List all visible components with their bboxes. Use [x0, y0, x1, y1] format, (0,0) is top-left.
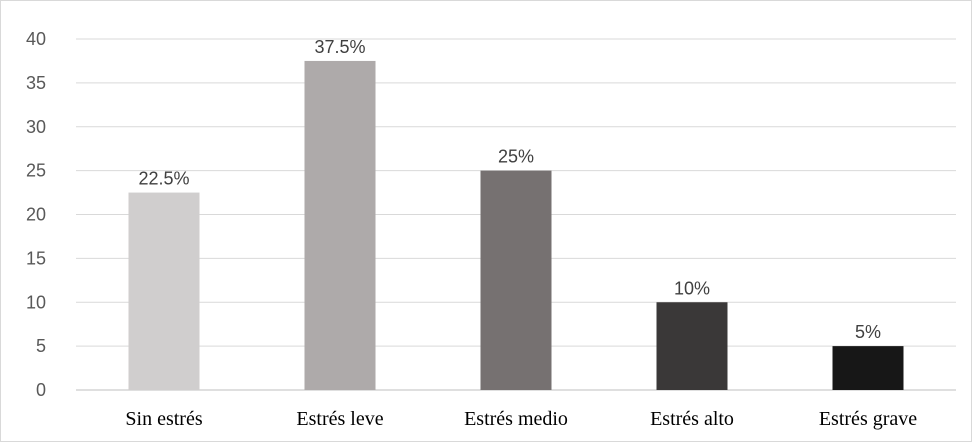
y-tick-label: 20 — [26, 205, 46, 225]
bar — [656, 302, 728, 390]
category-label: Estrés leve — [296, 408, 383, 430]
data-label: 5% — [855, 322, 881, 342]
y-tick-label: 40 — [26, 29, 46, 49]
category-label: Estrés grave — [819, 408, 917, 430]
bars — [128, 60, 904, 390]
y-tick-label: 25 — [26, 161, 46, 181]
y-tick-label: 35 — [26, 73, 46, 93]
y-tick-label: 30 — [26, 117, 46, 137]
y-tick-label: 10 — [26, 292, 46, 312]
bar — [304, 60, 376, 390]
data-label: 37.5% — [314, 37, 365, 57]
data-label: 25% — [498, 147, 534, 167]
bar — [480, 170, 552, 390]
data-label: 10% — [674, 278, 710, 298]
x-axis-categories: Sin estrés Estrés leve Estrés medio Estrés … — [125, 408, 917, 430]
category-label: Sin estrés — [125, 408, 202, 430]
data-labels: 22.5% 37.5% 25% 10% 5% — [138, 37, 881, 342]
y-tick-label: 0 — [36, 380, 46, 400]
category-label: Estrés medio — [464, 408, 568, 430]
y-axis-ticks: 0 5 10 15 20 25 30 35 40 — [26, 29, 46, 400]
data-label: 22.5% — [138, 169, 189, 189]
y-tick-label: 15 — [26, 248, 46, 268]
bar — [128, 192, 200, 390]
category-label: Estrés alto — [650, 408, 734, 430]
bar — [832, 346, 904, 390]
y-tick-label: 5 — [36, 336, 46, 356]
